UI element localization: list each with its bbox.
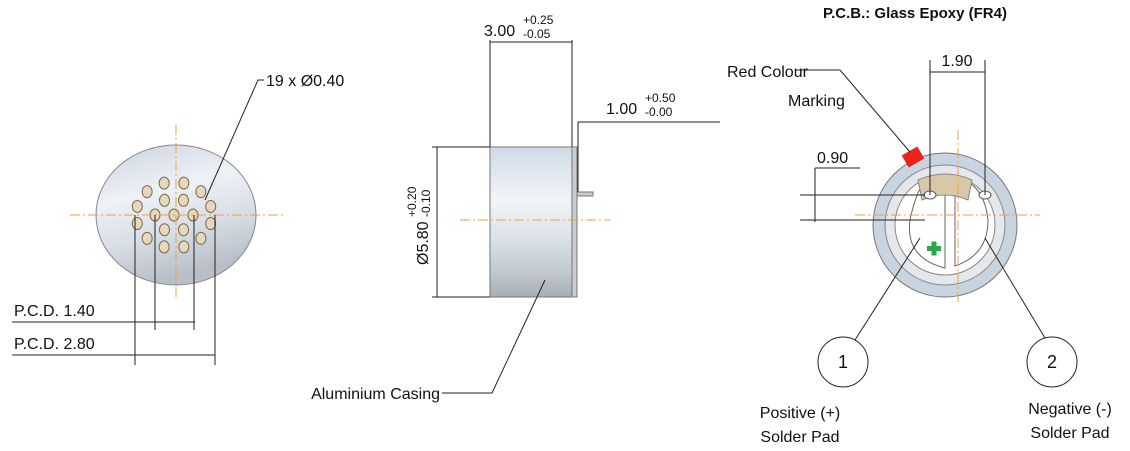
hole (141, 231, 153, 245)
hole (178, 176, 190, 190)
hole (159, 223, 170, 237)
pin-dimension (577, 121, 720, 192)
pad-number: 1 (838, 352, 848, 372)
length-lower: -0.05 (523, 27, 551, 41)
casing-label: Aluminium Casing (311, 386, 440, 403)
spacing-dimension (929, 60, 986, 195)
pcd-outer: P.C.D. 2.80 (14, 336, 95, 353)
hole (131, 217, 143, 231)
pin-upper: +0.50 (645, 91, 676, 105)
casing (489, 146, 573, 298)
leader (796, 69, 911, 153)
holes (131, 176, 217, 254)
pad-label: Solder Pad (760, 429, 839, 446)
marking-label: Red Colour (727, 64, 809, 81)
pcd-inner: P.C.D. 1.40 (14, 303, 95, 320)
diameter-label: Ø5.80 +0.20 -0.10 (405, 186, 433, 265)
pad-callout (817, 336, 869, 388)
length-upper: +0.25 (523, 13, 554, 27)
front-view: 19 x Ø0.40 P.C.D. 1.40 P.C.D. 2.80 (12, 73, 344, 365)
pad-label: Solder Pad (1030, 425, 1109, 442)
hole (141, 185, 153, 199)
pad-label: Negative (-) (1028, 401, 1112, 418)
hole (158, 240, 170, 254)
length-nominal: 3.00 (484, 23, 515, 40)
rear-title: P.C.B.: Glass Epoxy (FR4) (823, 5, 1007, 22)
pad-number: 2 (1047, 352, 1057, 372)
leader (854, 237, 1046, 341)
hole (178, 193, 189, 207)
pin-lower: -0.00 (645, 105, 673, 119)
diameter-lower: -0.10 (419, 189, 433, 217)
pin-nominal: 1.00 (606, 101, 637, 118)
hole (159, 193, 170, 207)
hole (205, 199, 217, 213)
holes-label: 19 x Ø0.40 (266, 73, 344, 90)
leader (204, 79, 264, 201)
pad-label: Positive (+) (760, 405, 840, 422)
diameter-nominal: Ø5.80 (415, 221, 432, 265)
pin (576, 191, 594, 197)
hole (131, 199, 143, 213)
pad-spacing: 1.90 (941, 53, 972, 70)
rear-view: P.C.B.: Glass Epoxy (FR4) Red Colour Mar… (727, 5, 1112, 446)
pad-negative (954, 179, 989, 267)
diameter-dimension (432, 146, 490, 298)
hole (195, 185, 207, 199)
hole (158, 176, 170, 190)
marking-label: Marking (788, 93, 845, 110)
pcd-dimension (12, 215, 216, 365)
pad-callout (1026, 336, 1078, 388)
red-marking (901, 146, 925, 168)
offset-dimension (800, 167, 925, 222)
hole (178, 223, 189, 237)
length-dimension (489, 40, 573, 147)
pcb-edge (571, 146, 578, 298)
diameter-upper: +0.20 (405, 186, 419, 217)
plus-sign (931, 241, 937, 256)
hole (205, 217, 217, 231)
side-view: 3.00 +0.25 -0.05 1.00 +0.50 -0.00 Ø5.80 … (311, 13, 720, 403)
hole (195, 231, 207, 245)
hole (178, 240, 190, 254)
leader (442, 279, 546, 394)
pad-offset: 0.90 (817, 150, 848, 167)
